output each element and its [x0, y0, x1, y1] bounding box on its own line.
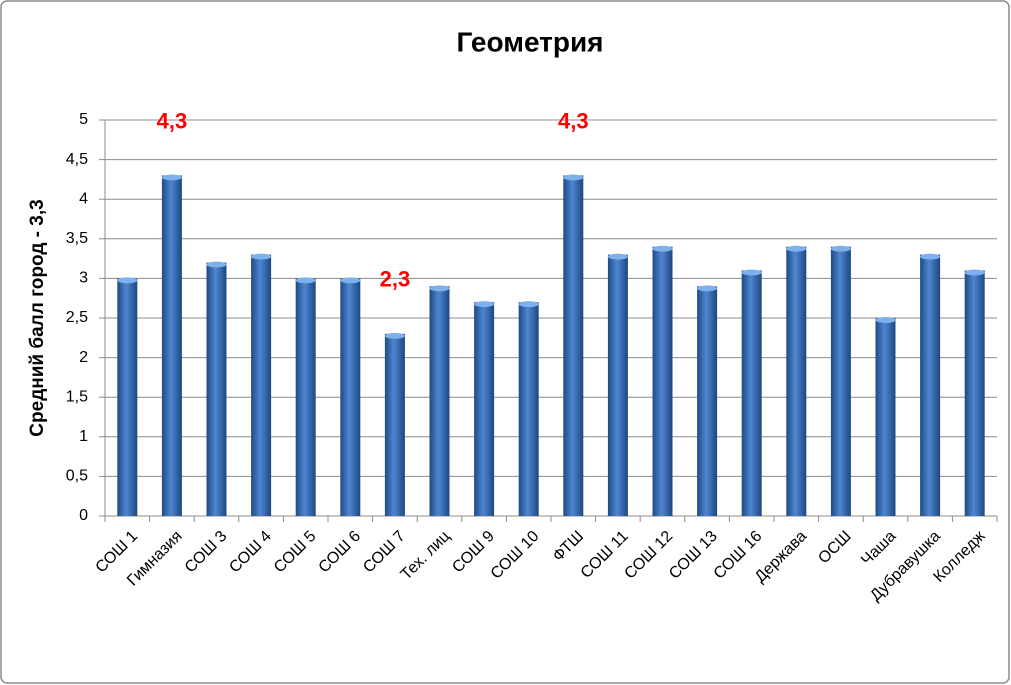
y-tick-label: 2,5: [66, 309, 88, 326]
bar: [206, 262, 227, 516]
chart-title: Геометрия: [456, 26, 603, 57]
y-tick-label: 4,5: [66, 151, 88, 168]
bar: [964, 270, 985, 516]
bar-cap: [518, 301, 539, 308]
bar-cap: [117, 277, 138, 284]
bar: [340, 278, 361, 516]
bar: [607, 254, 628, 516]
bar: [474, 302, 495, 516]
y-tick-label: 1: [79, 428, 88, 445]
bar: [518, 302, 539, 516]
bar-cap: [206, 261, 227, 268]
bar: [652, 246, 673, 516]
bar: [830, 246, 851, 516]
bar-cap: [741, 269, 762, 276]
bar-cap: [340, 277, 361, 284]
y-axis-title: Средний балл город - 3,3: [27, 199, 48, 436]
bar-cap: [875, 317, 896, 323]
value-label: 2,3: [380, 267, 411, 292]
bar-cap: [251, 253, 272, 260]
value-label: 4,3: [157, 108, 188, 133]
bar: [741, 270, 762, 516]
bar-cap: [161, 174, 182, 181]
bar: [384, 333, 405, 516]
bar-cap: [474, 301, 495, 308]
y-tick-label: 0: [79, 507, 88, 524]
bar: [117, 278, 138, 516]
bar-cap: [920, 253, 941, 260]
bar-cap: [607, 253, 628, 260]
bar-cap: [563, 174, 584, 181]
bar: [875, 318, 896, 516]
bar-cap: [697, 285, 718, 292]
y-tick-label: 3: [79, 270, 88, 287]
bar: [563, 175, 584, 516]
y-tick-label: 1,5: [66, 388, 88, 405]
y-tick-label: 5: [79, 111, 88, 128]
bar-cap: [786, 245, 807, 252]
bar: [429, 286, 450, 516]
bar: [786, 246, 807, 516]
bar: [251, 254, 272, 516]
bar-cap: [384, 332, 405, 339]
bar-cap: [295, 277, 316, 284]
bar-cap: [830, 245, 851, 252]
bar-cap: [964, 269, 985, 276]
bar-cap: [429, 285, 450, 292]
value-label: 4,3: [558, 108, 589, 133]
y-tick-label: 0,5: [66, 468, 88, 485]
bar: [920, 254, 941, 516]
bar: [295, 278, 316, 516]
bar: [697, 286, 718, 516]
y-tick-label: 4: [79, 190, 88, 207]
bar: [161, 175, 182, 516]
bar-cap: [652, 245, 673, 252]
y-tick-label: 2: [79, 349, 88, 366]
y-tick-label: 3,5: [66, 230, 88, 247]
